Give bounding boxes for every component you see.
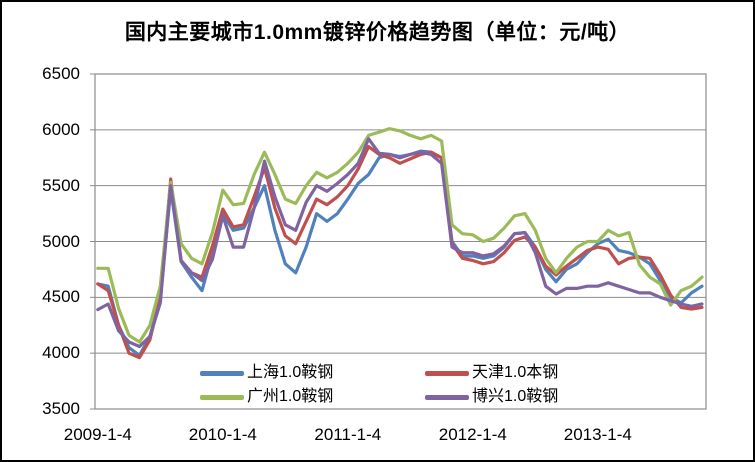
x-tick-label: 2012-1-4 — [438, 425, 507, 444]
y-tick-label: 4500 — [42, 287, 80, 307]
y-tick-label: 3500 — [42, 399, 80, 418]
chart-title: 国内主要城市1.0mm镀锌价格趋势图（单位：元/吨） — [124, 21, 631, 44]
legend-item-0: 上海1.0鞍钢 — [200, 363, 333, 383]
legend-line-swatch — [200, 370, 244, 376]
y-tick-label: 6500 — [42, 64, 80, 83]
series-line-1 — [96, 145, 704, 360]
legend-label: 广州1.0鞍钢 — [247, 388, 334, 405]
y-tick-label: 5500 — [42, 175, 80, 195]
legend-label: 博兴1.0鞍钢 — [472, 388, 559, 405]
legend-item-2: 广州1.0鞍钢 — [200, 387, 333, 407]
series-line-3 — [96, 137, 704, 349]
legend-line-swatch — [200, 394, 244, 400]
legend-line-swatch — [425, 370, 469, 376]
y-tick-label: 4000 — [42, 343, 80, 363]
legend-item-3: 博兴1.0鞍钢 — [425, 387, 558, 407]
y-tick-label: 6000 — [42, 119, 80, 139]
series-line-2 — [96, 127, 704, 344]
x-tick-label: 2009-1-4 — [63, 425, 132, 444]
x-tick-label: 2010-1-4 — [188, 425, 257, 444]
y-tick-label: 5000 — [42, 231, 80, 251]
x-tick-label: 2013-1-4 — [563, 425, 632, 444]
legend-label: 天津1.0本钢 — [472, 364, 559, 381]
plot-border — [94, 73, 707, 410]
x-tick-label: 2011-1-4 — [314, 425, 382, 444]
legend-label: 上海1.0鞍钢 — [247, 364, 334, 381]
legend-line-swatch — [425, 394, 469, 400]
legend-item-1: 天津1.0本钢 — [425, 363, 558, 383]
